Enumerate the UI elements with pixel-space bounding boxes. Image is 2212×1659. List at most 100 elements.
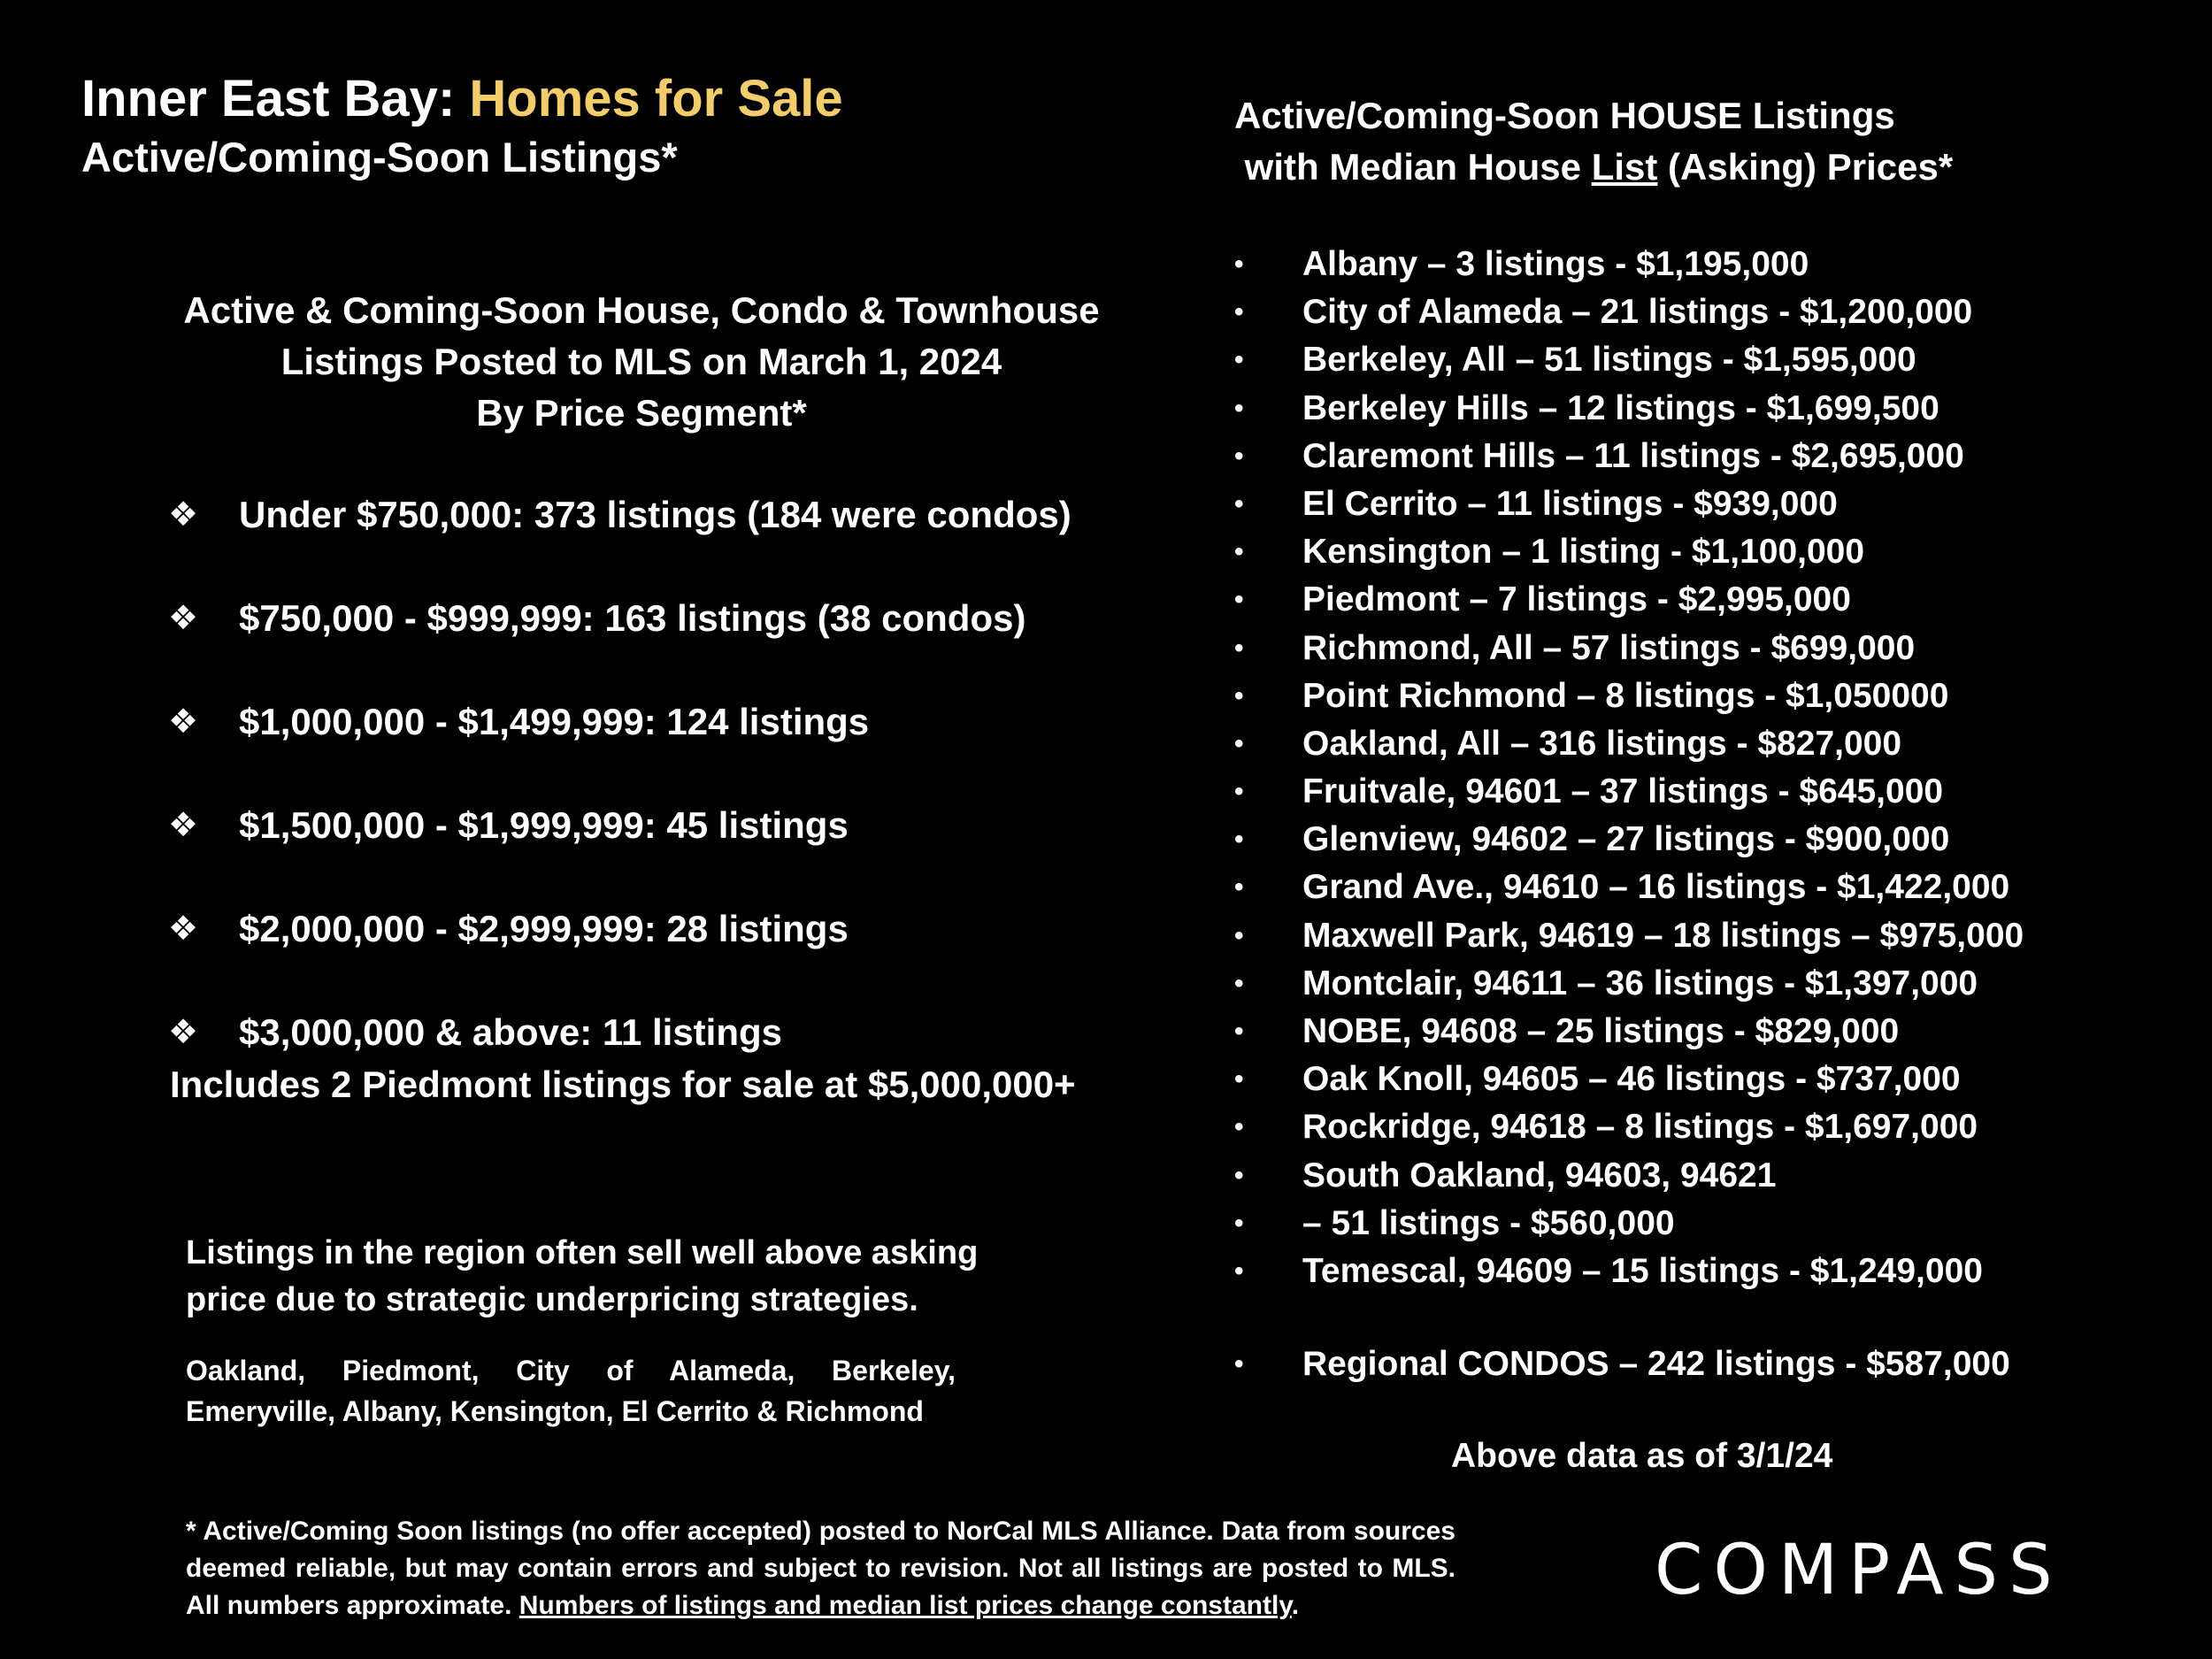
neighborhood-item: • Fruitvale, 94601 – 37 listings - $645,0… [1234, 768, 2024, 816]
neighborhood-text: El Cerrito – 11 listings - $939,000 [1302, 484, 1838, 523]
region-note-line1: Listings in the region often sell well a… [186, 1234, 979, 1271]
neighborhood-text: Oak Knoll, 94605 – 46 listings - $737,00… [1302, 1060, 1961, 1099]
condos-item: • Regional CONDOS – 242 listings - $587,0… [1234, 1340, 2010, 1388]
price-segment-item: ❖ $2,000,000 - $2,999,999: 28 listings [168, 906, 1159, 1010]
neighborhood-item: • Temescal, 94609 – 15 listings - $1,249,… [1234, 1248, 2024, 1295]
price-segment-item: ❖ $1,000,000 - $1,499,999: 124 listings [168, 699, 1159, 803]
price-segment-text: $750,000 - $999,999: 163 listings (38 co… [239, 597, 1026, 639]
neighborhood-item: • Rockridge, 94618 – 8 listings - $1,697,… [1234, 1103, 2024, 1151]
neighborhood-item: • Piedmont – 7 listings - $2,995,000 [1234, 576, 2024, 624]
price-segment-text: $2,000,000 - $2,999,999: 28 listings [239, 908, 849, 949]
bullet-icon: • [1234, 777, 1244, 807]
segments-heading-line3: By Price Segment* [476, 392, 807, 434]
footnote-underlined: Numbers of listings and median list pric… [518, 1591, 1292, 1620]
neighborhood-text: Maxwell Park, 94619 – 18 listings – $975… [1302, 916, 2024, 955]
neighborhood-text: Richmond, All – 57 listings - $699,000 [1302, 628, 1916, 667]
neighborhood-item: • City of Alameda – 21 listings - $1,200,… [1234, 288, 2024, 336]
bullet-icon: • [1234, 1112, 1244, 1142]
neighborhood-item: • Montclair, 94611 – 36 listings - $1,397… [1234, 960, 2024, 1008]
neighborhood-item: • Richmond, All – 57 listings - $699,000 [1234, 625, 2024, 672]
segments-heading-line2: Listings Posted to MLS on March 1, 2024 [280, 341, 1002, 382]
diamond-bullet-icon: ❖ [168, 910, 199, 948]
condos-text: Regional CONDOS – 242 listings - $587,00… [1302, 1345, 2010, 1383]
bullet-icon: • [1234, 728, 1244, 758]
neighborhood-item: • NOBE, 94608 – 25 listings - $829,000 [1234, 1008, 2024, 1056]
neighborhood-list: • Albany – 3 listings - $1,195,000 • City o… [1234, 241, 2024, 1295]
neighborhood-heading-line1: Active/Coming-Soon HOUSE Listings [1234, 95, 1895, 136]
neighborhood-item: • Oakland, All – 316 listings - $827,000 [1234, 720, 2024, 768]
neighborhood-text: Albany – 3 listings - $1,195,000 [1302, 245, 1809, 283]
neighborhood-text: Claremont Hills – 11 listings - $2,695,0… [1302, 436, 1964, 475]
neighborhood-text: Montclair, 94611 – 36 listings - $1,397,… [1302, 964, 1978, 1002]
bullet-icon: • [1234, 680, 1244, 710]
segments-heading: Active & Coming-Soon House, Condo & Town… [124, 285, 1159, 439]
page-subtitle: Active/Coming-Soon Listings* [81, 134, 678, 180]
neighborhood-text: Rockridge, 94618 – 8 listings - $1,697,0… [1302, 1108, 1978, 1147]
neighborhood-text: Grand Ave., 94610 – 16 listings - $1,422… [1302, 868, 2010, 907]
bullet-icon: • [1234, 441, 1244, 471]
page-title: Inner East Bay: Homes for Sale [81, 69, 843, 128]
neighborhood-text: South Oakland, 94603, 94621 [1302, 1156, 1777, 1194]
segments-heading-line1: Active & Coming-Soon House, Condo & Town… [183, 289, 1100, 331]
bullet-icon: • [1234, 1208, 1244, 1238]
price-segment-text: $1,000,000 - $1,499,999: 124 listings [239, 701, 870, 742]
price-segment-text: $3,000,000 & above: 11 listings [239, 1011, 783, 1053]
price-segment-item: ❖ $3,000,000 & above: 11 listings [168, 1010, 1159, 1113]
bullet-icon: • [1234, 1160, 1244, 1190]
bullet-icon: • [1234, 537, 1244, 567]
region-note-line2: price due to strategic underpricing stra… [186, 1281, 918, 1318]
bullet-icon: • [1234, 1017, 1244, 1046]
diamond-bullet-icon: ❖ [168, 703, 199, 741]
footnote-end: . [1291, 1591, 1300, 1620]
price-segment-item: ❖ $750,000 - $999,999: 163 listings (38 c… [168, 595, 1159, 699]
bullet-icon: • [1234, 1064, 1244, 1094]
neighborhood-item: • South Oakland, 94603, 94621 [1234, 1152, 2024, 1200]
title-prefix: Inner East Bay: [81, 70, 470, 127]
neighborhood-heading-line2: with Median House List (Asking) Prices* [1234, 146, 1954, 188]
compass-logo: COMPASS [1655, 1531, 2124, 1610]
price-segment-text: $1,500,000 - $1,999,999: 45 listings [239, 804, 849, 846]
neighborhood-item: • Grand Ave., 94610 – 16 listings - $1,42… [1234, 864, 2024, 911]
neighborhood-text: Point Richmond – 8 listings - $1,050000 [1302, 676, 1949, 715]
neighborhood-item: • Kensington – 1 listing - $1,100,000 [1234, 528, 2024, 576]
diamond-bullet-icon: ❖ [168, 600, 199, 637]
neighborhood-heading: Active/Coming-Soon HOUSE Listings with M… [1234, 90, 1953, 193]
neighborhood-item: • Berkeley, All – 51 listings - $1,595,00… [1234, 336, 2024, 384]
price-segment-item: ❖ $1,500,000 - $1,999,999: 45 listings [168, 803, 1159, 906]
bullet-icon: • [1234, 1349, 1244, 1379]
region-cities: Oakland, Piedmont, City of Alameda, Berk… [186, 1355, 956, 1427]
neighborhood-text: NOBE, 94608 – 25 listings - $829,000 [1302, 1012, 1900, 1050]
title-accent: Homes for Sale [469, 70, 843, 127]
bullet-icon: • [1234, 297, 1244, 327]
neighborhood-text: Kensington – 1 listing - $1,100,000 [1302, 533, 1865, 572]
neighborhood-text: Berkeley Hills – 12 listings - $1,699,50… [1302, 388, 1939, 427]
footnote: * Active/Coming Soon listings (no offer … [186, 1513, 1455, 1624]
neighborhood-text: Glenview, 94602 – 27 listings - $900,000 [1302, 820, 1950, 859]
neighborhood-item: • Maxwell Park, 94619 – 18 listings – $97… [1234, 912, 2024, 960]
bullet-icon: • [1234, 872, 1244, 902]
bullet-icon: • [1234, 488, 1244, 518]
bullet-icon: • [1234, 585, 1244, 615]
piedmont-note: Includes 2 Piedmont listings for sale at… [170, 1064, 1076, 1105]
diamond-bullet-icon: ❖ [168, 807, 199, 844]
neighborhood-text: Berkeley, All – 51 listings - $1,595,000 [1302, 341, 1916, 380]
neighborhood-item: • Albany – 3 listings - $1,195,000 [1234, 241, 2024, 288]
bullet-icon: • [1234, 968, 1244, 998]
price-segment-item: ❖ Under $750,000: 373 listings (184 were … [168, 492, 1159, 595]
diamond-bullet-icon: ❖ [168, 496, 199, 534]
bullet-icon: • [1234, 825, 1244, 855]
bullet-icon: • [1234, 1256, 1244, 1286]
bullet-icon: • [1234, 250, 1244, 279]
neighborhood-item: • – 51 listings - $560,000 [1234, 1200, 2024, 1248]
neighborhood-text: Temescal, 94609 – 15 listings - $1,249,0… [1302, 1251, 1983, 1290]
price-segment-list: ❖ Under $750,000: 373 listings (184 were … [168, 492, 1159, 1113]
bullet-icon: • [1234, 633, 1244, 663]
logo-text: COMPASS [1655, 1531, 2063, 1610]
region-note: Listings in the region often sell well a… [186, 1230, 1018, 1324]
neighborhood-text: Oakland, All – 316 listings - $827,000 [1302, 724, 1902, 763]
neighborhood-text: Fruitvale, 94601 – 37 listings - $645,00… [1302, 772, 1944, 811]
neighborhood-text: – 51 listings - $560,000 [1302, 1203, 1675, 1242]
bullet-icon: • [1234, 393, 1244, 423]
neighborhood-item: • Glenview, 94602 – 27 listings - $900,00… [1234, 816, 2024, 864]
bullet-icon: • [1234, 920, 1244, 950]
